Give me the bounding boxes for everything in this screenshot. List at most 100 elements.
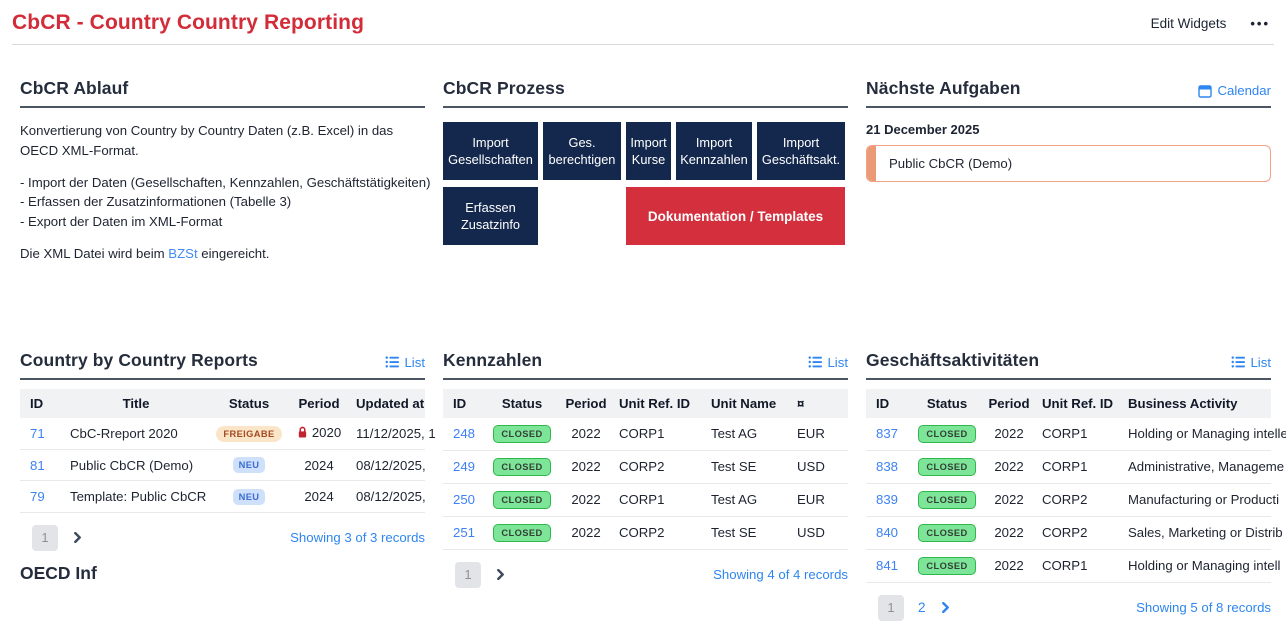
list-link-label: List — [827, 354, 848, 370]
records-summary: Showing 5 of 8 records — [1136, 600, 1271, 616]
ellipsis-menu-icon[interactable]: ••• — [1250, 15, 1270, 31]
updated-at-cell: 08/12/2025, — [352, 480, 426, 513]
column-header-updated: Updated at — [352, 388, 425, 418]
aktivitaet-id-link[interactable]: 838 — [866, 450, 914, 484]
table-header-row: ID Status Period Unit Ref. ID Unit Name … — [443, 388, 848, 418]
widget-cbc-reports: Country by Country Reports List ID Title… — [20, 349, 436, 621]
kennzahl-id-link[interactable]: 251 — [443, 516, 487, 550]
edit-widgets-button[interactable]: Edit Widgets — [1150, 15, 1227, 31]
period-cell: 2022 — [557, 417, 615, 451]
status-badge-cell: CLOSED — [487, 417, 557, 451]
status-badge: NEU — [232, 457, 266, 474]
column-header-activity: Business Activity — [1124, 388, 1271, 418]
aktivitaet-id-link[interactable]: 837 — [866, 417, 914, 451]
kennzahlen-list-link[interactable]: List — [808, 355, 848, 371]
reports-table: ID Title Status Period Updated at 71 CbC… — [20, 388, 436, 513]
widget-title-aufgaben: Nächste Aufgaben — [866, 78, 1021, 98]
table-row: 71 CbC-Rreport 2020 FREIGABE 2020 11/12/… — [20, 417, 436, 450]
unit-ref-cell: CORP2 — [615, 516, 707, 550]
column-header-status: Status — [212, 388, 286, 418]
unit-ref-cell: CORP1 — [1038, 549, 1124, 583]
period-cell: 2022 — [980, 549, 1038, 583]
chevron-right-icon[interactable] — [495, 569, 506, 581]
records-summary: Showing 3 of 3 records — [290, 530, 425, 546]
page-title: CbCR - Country Country Reporting — [12, 11, 364, 34]
page-1-button[interactable]: 1 — [32, 524, 58, 551]
column-header-id: ID — [443, 388, 487, 418]
widget-cbcr-ablauf: CbCR Ablauf Konvertierung von Country by… — [20, 78, 431, 276]
import-kennzahlen-button[interactable]: Import Kennzahlen — [676, 122, 752, 180]
widget-title-prozess: CbCR Prozess — [443, 78, 565, 98]
report-id-link[interactable]: 81 — [20, 449, 60, 482]
import-geschaeftsakt-button[interactable]: Import Geschäftsakt. — [757, 122, 845, 180]
erfassen-zusatzinfo-button[interactable]: Erfassen Zusatzinfo — [443, 187, 538, 245]
kennzahl-id-link[interactable]: 249 — [443, 450, 487, 484]
list-link-label: List — [1250, 354, 1271, 370]
period-cell: 2022 — [980, 516, 1038, 550]
widget-cbcr-prozess: CbCR Prozess Import Gesellschaften Ges. … — [443, 78, 848, 276]
ges-berechtigen-button[interactable]: Ges. berechtigen — [543, 122, 621, 180]
page-1-button[interactable]: 1 — [878, 594, 904, 621]
status-badge: CLOSED — [493, 490, 551, 509]
list-link-label: List — [404, 354, 425, 370]
business-activity-cell: Manufacturing or Producti — [1124, 483, 1279, 517]
unit-name-cell: Test AG — [707, 483, 793, 517]
kennzahl-id-link[interactable]: 250 — [443, 483, 487, 517]
unit-ref-cell: CORP1 — [615, 483, 707, 517]
widget-title-ablauf: CbCR Ablauf — [20, 78, 129, 98]
period-cell: 2022 — [557, 450, 615, 484]
status-badge: CLOSED — [918, 556, 976, 575]
updated-at-cell: 11/12/2025, 1 — [352, 417, 436, 450]
unit-ref-cell: CORP2 — [1038, 516, 1124, 550]
aktivitaeten-table: ID Status Period Unit Ref. ID Business A… — [866, 388, 1286, 583]
status-badge-cell: CLOSED — [914, 483, 980, 517]
status-badge: CLOSED — [918, 523, 976, 542]
report-id-link[interactable]: 79 — [20, 480, 60, 513]
status-badge: CLOSED — [918, 424, 976, 443]
status-badge-cell: FREIGABE — [212, 417, 286, 450]
page-1-button[interactable]: 1 — [455, 561, 481, 588]
period-cell: 2022 — [980, 450, 1038, 484]
status-badge-cell: CLOSED — [914, 549, 980, 583]
table-row: 248 CLOSED 2022 CORP1 Test AG EUR — [443, 417, 848, 451]
dokumentation-templates-button[interactable]: Dokumentation / Templates — [626, 187, 845, 245]
ablauf-bullet: - Erfassen der Zusatzinformationen (Tabe… — [20, 194, 292, 210]
aktivitaet-id-link[interactable]: 840 — [866, 516, 914, 550]
updated-at-cell: 08/12/2025, — [352, 449, 426, 482]
aktivitaet-id-link[interactable]: 839 — [866, 483, 914, 517]
table-row: 838 CLOSED 2022 CORP1 Administrative, Ma… — [866, 450, 1284, 484]
calendar-link[interactable]: Calendar — [1198, 83, 1271, 99]
reports-list-link[interactable]: List — [385, 355, 425, 371]
status-badge: FREIGABE — [216, 425, 282, 442]
task-accent-bar — [867, 146, 876, 181]
column-header-unit-name: Unit Name — [707, 388, 793, 418]
chevron-right-icon[interactable] — [72, 532, 83, 544]
page-2-button[interactable]: 2 — [918, 600, 926, 616]
ablauf-footer-text: eingereicht. — [197, 245, 270, 261]
unit-name-cell: Test SE — [707, 450, 793, 484]
calendar-link-label: Calendar — [1217, 83, 1271, 98]
column-header-id: ID — [20, 388, 60, 418]
chevron-right-icon[interactable] — [940, 602, 951, 614]
column-header-id: ID — [866, 388, 914, 418]
bzst-link[interactable]: BZSt — [168, 245, 198, 261]
period-cell: 2020 — [286, 417, 352, 450]
widget-title-reports: Country by Country Reports — [20, 349, 258, 370]
task-item[interactable]: Public CbCR (Demo) — [866, 145, 1271, 182]
aktivitaet-id-link[interactable]: 841 — [866, 549, 914, 583]
aktivitaeten-list-link[interactable]: List — [1231, 355, 1271, 371]
business-activity-cell: Administrative, Manageme — [1124, 450, 1284, 484]
column-header-unit-ref: Unit Ref. ID — [1038, 388, 1124, 418]
import-gesellschaften-button[interactable]: Import Gesellschaften — [443, 122, 538, 180]
column-header-currency: ¤ — [793, 388, 848, 418]
kennzahl-id-link[interactable]: 248 — [443, 417, 487, 451]
list-icon — [385, 356, 400, 368]
period-cell: 2022 — [980, 483, 1038, 517]
status-badge-cell: NEU — [212, 449, 286, 482]
report-id-link[interactable]: 71 — [20, 417, 60, 450]
table-row: 251 CLOSED 2022 CORP2 Test SE USD — [443, 516, 848, 550]
import-kurse-button[interactable]: Import Kurse — [626, 122, 671, 180]
status-badge: CLOSED — [493, 424, 551, 443]
status-badge: CLOSED — [493, 523, 551, 542]
column-header-title: Title — [60, 388, 212, 418]
